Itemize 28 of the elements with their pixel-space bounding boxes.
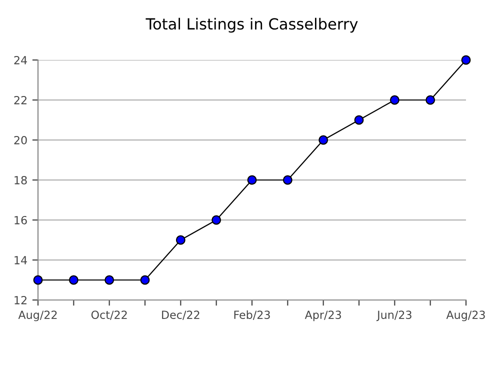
- point: [390, 95, 400, 105]
- point: [282, 175, 292, 185]
- point: [212, 215, 222, 225]
- point: [104, 275, 114, 285]
- x-tick-label: Aug/22: [18, 310, 57, 322]
- point: [68, 275, 78, 285]
- y-tick-label: 14: [14, 256, 27, 264]
- x-tick-label: Apr/23: [304, 310, 341, 322]
- x-tick-label: Aug/23: [446, 310, 485, 322]
- x-tick-label: Jun/23: [376, 310, 412, 322]
- point: [247, 175, 257, 185]
- y-tick-label: 12: [14, 296, 26, 304]
- y-tick-label: 22: [14, 96, 26, 104]
- y-tick-label: 18: [14, 176, 27, 184]
- point: [318, 135, 328, 145]
- point: [461, 55, 471, 65]
- y-tick-label: 16: [14, 216, 27, 224]
- point: [140, 275, 150, 285]
- y-tick-label: 24: [14, 56, 27, 64]
- point: [33, 275, 43, 285]
- x-tick-label: Oct/22: [91, 310, 127, 320]
- y-tick-label: 20: [14, 136, 27, 144]
- chart-title: Total Listings in Casselberry: [146, 18, 358, 33]
- x-tick-label: Dec/22: [162, 310, 200, 320]
- point: [354, 115, 364, 125]
- x-tick-label: Feb/23: [234, 310, 270, 320]
- point: [176, 235, 186, 245]
- point: [426, 95, 436, 105]
